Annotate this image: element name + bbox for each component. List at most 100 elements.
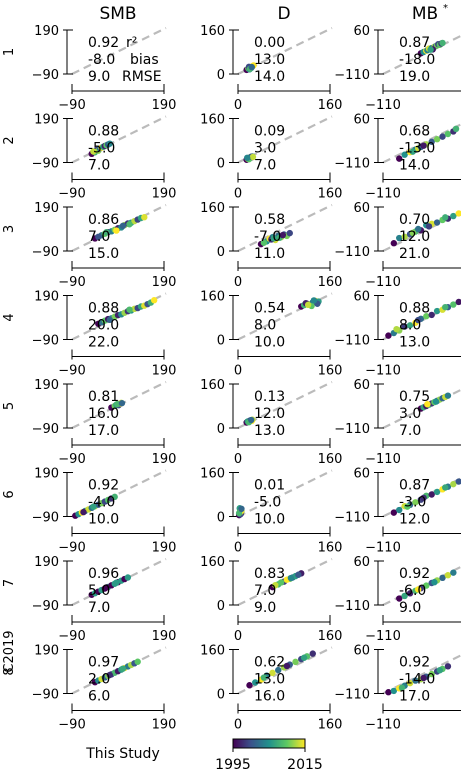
data-point <box>90 503 97 510</box>
data-point <box>414 316 422 324</box>
y-tick-label: 190 <box>34 555 59 570</box>
data-point <box>106 140 113 147</box>
x-tick-label: −110 <box>365 718 401 733</box>
x-tick-label: 0 <box>234 629 242 644</box>
x-tick-label: −90 <box>58 364 85 379</box>
data-point <box>433 136 441 143</box>
stat-r2: 0.92 <box>88 35 119 51</box>
stat-bias: 7.0 <box>88 229 110 245</box>
y-tick-label: 190 <box>34 467 59 482</box>
stat-r2: 0.83 <box>254 566 285 582</box>
stat-bias: -4.0 <box>88 495 115 511</box>
data-point <box>238 505 245 512</box>
data-point <box>111 493 118 501</box>
data-point <box>396 234 403 242</box>
y-tick-label: 60 <box>353 113 370 128</box>
data-point <box>390 240 398 247</box>
data-point <box>442 303 449 311</box>
stat-rmse: 9.0 <box>254 600 276 616</box>
y-tick-label: −110 <box>334 511 370 526</box>
data-point <box>439 39 446 47</box>
row-sublabel: C2019 <box>2 630 17 672</box>
data-point <box>450 569 457 576</box>
data-point <box>424 400 431 408</box>
stat-rmse: 13.0 <box>254 423 285 439</box>
x-tick-label: 160 <box>318 718 343 733</box>
data-point <box>433 307 441 315</box>
stat-bias: -18.0 <box>399 52 435 68</box>
y-tick-label: 190 <box>34 24 59 39</box>
data-point <box>401 323 408 330</box>
stat-bias: -13.0 <box>399 141 435 157</box>
y-tick-label: 190 <box>34 290 59 305</box>
stat-r2: 0.87 <box>399 478 430 494</box>
data-point <box>444 130 452 138</box>
x-tick-label: 160 <box>318 98 343 113</box>
data-point <box>295 571 302 578</box>
y-tick-label: 0 <box>217 688 225 703</box>
data-point <box>401 151 408 158</box>
stat-bias: 8.0 <box>254 318 276 334</box>
stat-r2: 0.97 <box>88 655 119 671</box>
stat-r2: 0.62 <box>254 655 285 671</box>
stat-bias: 20.0 <box>88 318 119 334</box>
y-tick-label: 0 <box>217 245 225 260</box>
data-point <box>103 228 110 236</box>
data-point <box>423 582 430 589</box>
y-tick-label: 0 <box>217 422 225 437</box>
stat-rmse: 19.0 <box>399 69 430 85</box>
y-tick-label: 160 <box>200 201 225 216</box>
stat-r2: 0.09 <box>254 124 285 140</box>
data-point <box>385 332 392 339</box>
x-tick-label: −90 <box>58 718 85 733</box>
data-point <box>248 416 255 424</box>
x-tick-label: 190 <box>152 452 177 467</box>
stat-rmse: 21.0 <box>399 246 430 262</box>
y-tick-label: −90 <box>32 68 59 83</box>
stat-r2: 0.88 <box>88 124 119 140</box>
data-point <box>428 311 435 319</box>
stat-rmse: 9.0 <box>88 69 110 85</box>
column-title-mb: MB <box>412 4 438 24</box>
stat-bias: -6.0 <box>399 583 426 599</box>
y-tick-label: 190 <box>34 644 59 659</box>
y-tick-label: 190 <box>34 113 59 128</box>
data-point <box>404 503 411 510</box>
x-tick-label: 160 <box>318 629 343 644</box>
data-point <box>103 584 110 591</box>
row-label-7: 7 <box>2 579 17 587</box>
y-tick-label: 60 <box>353 290 370 305</box>
data-point <box>427 46 434 53</box>
data-point <box>444 663 452 670</box>
stat-bias: -7.0 <box>254 229 281 245</box>
y-tick-label: −110 <box>334 334 370 349</box>
data-point <box>450 480 457 488</box>
stat-rmse: 17.0 <box>399 689 430 705</box>
data-point <box>444 572 452 579</box>
data-point <box>304 301 312 309</box>
stat-r2: 0.88 <box>399 301 430 317</box>
data-point <box>412 677 419 684</box>
stat-bias: -5.0 <box>88 141 115 157</box>
x-tick-label: −90 <box>58 629 85 644</box>
x-tick-label: 190 <box>152 718 177 733</box>
data-point <box>390 509 398 516</box>
stat-rmse: 17.0 <box>88 423 119 439</box>
data-point <box>260 239 268 246</box>
y-tick-label: 60 <box>353 378 370 393</box>
data-point <box>310 297 318 304</box>
x-tick-label: −90 <box>58 187 85 202</box>
stat-rmse: 7.0 <box>399 423 421 439</box>
identity-line <box>237 469 333 518</box>
stat-rmse: 6.0 <box>88 689 110 705</box>
data-point <box>401 592 408 600</box>
stat-rmse: 22.0 <box>88 335 119 351</box>
column-title-star: * <box>443 3 448 14</box>
data-point <box>398 684 406 692</box>
stat-bias: 3.0 <box>399 406 421 422</box>
identity-line <box>71 27 167 75</box>
data-point <box>246 682 253 689</box>
stat-rmse: 15.0 <box>88 246 119 262</box>
data-point <box>252 679 259 686</box>
data-point <box>119 665 127 672</box>
